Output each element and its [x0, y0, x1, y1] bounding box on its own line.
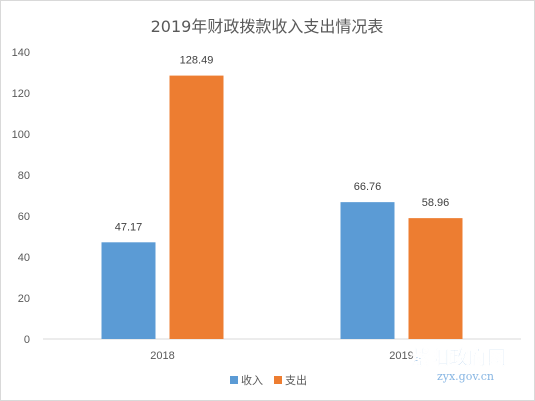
y-tick-label: 120 [12, 88, 30, 100]
data-label: 58.96 [422, 197, 450, 209]
bar-expense-2018 [169, 75, 224, 340]
data-label: 128.49 [180, 55, 214, 67]
y-tick-label: 60 [18, 211, 30, 223]
bar-series: 47.17 128.49 66.76 58.96 [101, 55, 463, 340]
data-label: 47.17 [115, 221, 143, 233]
legend-swatch [230, 376, 238, 384]
x-axis: 2018 2019 [150, 350, 413, 362]
watermark-text: 紫阳政府网 [411, 346, 506, 369]
bar-expense-2019 [408, 218, 463, 339]
legend-label: 收入 [241, 373, 263, 387]
chart-title: 2019年财政拨款收入支出情况表 [151, 17, 384, 36]
x-tick-label: 2018 [150, 350, 174, 362]
legend: 收入 支出 [230, 373, 307, 387]
watermark: 紫阳政府网 zyx.gov.cn [411, 346, 507, 383]
bar-income-2019 [340, 202, 395, 339]
x-tick-label: 2019 [389, 350, 413, 362]
y-tick-label: 100 [12, 129, 30, 141]
data-label: 66.76 [354, 181, 382, 193]
watermark-url: zyx.gov.cn [437, 370, 494, 383]
y-tick-label: 0 [24, 334, 30, 346]
legend-swatch [274, 376, 282, 384]
y-tick-label: 40 [18, 252, 30, 264]
y-axis: 0 20 40 60 80 100 120 140 [12, 47, 30, 346]
y-tick-label: 80 [18, 170, 30, 182]
bar-income-2018 [101, 242, 156, 339]
y-tick-label: 140 [12, 47, 30, 59]
legend-label: 支出 [285, 373, 307, 387]
y-tick-label: 20 [18, 293, 30, 305]
